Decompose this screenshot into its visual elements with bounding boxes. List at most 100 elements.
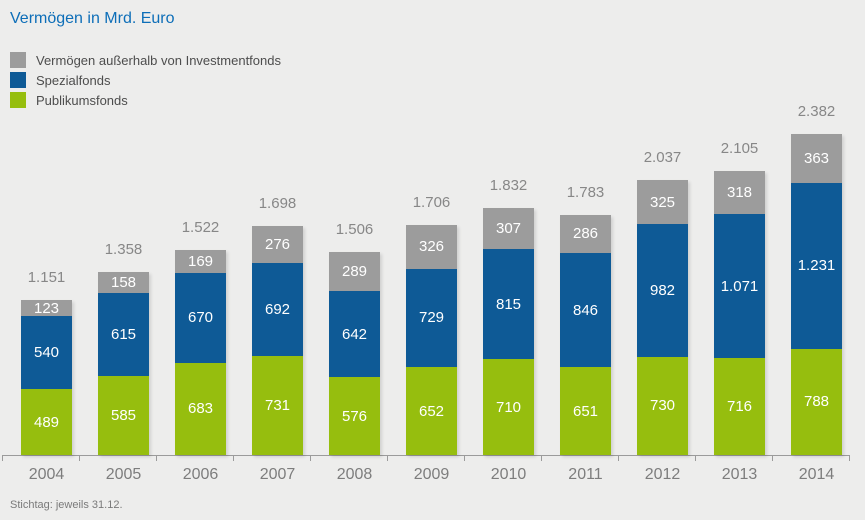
legend-item-publikumsfonds: Publikumsfonds [10,90,281,110]
bar-segment-publikumsfonds: 651 [560,367,611,455]
segment-value-label: 652 [418,402,445,420]
bar-stack: 286 846 651 [560,214,611,455]
bar-total-label: 2.105 [720,140,759,158]
x-axis-line [2,455,850,456]
x-axis-tick [695,455,696,461]
segment-value-label: 729 [418,309,445,327]
bar-segment-verm-gen-au-erhalb-von-investmentfonds: 363 [791,133,842,183]
bar-segment-verm-gen-au-erhalb-von-investmentfonds: 286 [560,214,611,254]
x-axis-tick [464,455,465,461]
bar-segment-spezialfonds: 846 [560,253,611,368]
segment-value-label: 846 [572,301,599,319]
segment-value-label: 730 [649,397,676,415]
bar-stack: 318 1.071 716 [714,171,765,455]
x-axis-label-2008: 2008 [336,466,373,483]
bar-segment-verm-gen-au-erhalb-von-investmentfonds: 318 [714,171,765,215]
bar-2007: 276 692 731 1.698 [252,195,303,455]
bar-stack: 363 1.231 788 [791,133,842,455]
x-axis-tick [772,455,773,461]
bar-2005: 158 615 585 1.358 [98,241,149,455]
x-axis-label-2013: 2013 [721,466,758,483]
segment-value-label: 1.071 [720,277,759,295]
bar-segment-spezialfonds: 982 [637,224,688,357]
legend-label: Publikumsfonds [36,92,128,108]
segment-value-label: 710 [495,398,522,416]
green-swatch-icon [10,92,26,108]
bar-stack: 307 815 710 [483,208,534,455]
bar-stack: 289 642 576 [329,251,380,455]
blue-swatch-icon [10,72,26,88]
x-axis-label-2005: 2005 [105,466,142,483]
bar-segment-publikumsfonds: 730 [637,356,688,455]
segment-value-label: 489 [33,413,60,431]
x-axis-tick [310,455,311,461]
segment-value-label: 576 [341,407,368,425]
bar-stack: 325 982 730 [637,180,688,455]
bar-segment-spezialfonds: 815 [483,249,534,360]
bar-total-label: 1.706 [412,193,451,211]
bar-segment-spezialfonds: 1.231 [791,182,842,349]
footnote: Stichtag: jeweils 31.12. [10,499,123,511]
bar-2006: 169 670 683 1.522 [175,219,226,455]
x-axis-tick [849,455,850,461]
x-axis-tick [2,455,3,461]
segment-value-label: 642 [341,325,368,343]
bar-2009: 326 729 652 1.706 [406,194,457,455]
segment-value-label: 307 [495,220,522,238]
x-axis-tick [541,455,542,461]
bar-total-label: 1.783 [566,183,605,201]
bar-segment-spezialfonds: 670 [175,272,226,363]
bar-segment-verm-gen-au-erhalb-von-investmentfonds: 325 [637,180,688,225]
segment-value-label: 815 [495,295,522,313]
bar-total-label: 1.522 [181,218,220,236]
bar-2012: 325 982 730 2.037 [637,149,688,455]
bar-segment-publikumsfonds: 652 [406,367,457,455]
x-axis-label-2004: 2004 [28,466,65,483]
x-axis-label-2011: 2011 [568,466,603,483]
segment-value-label: 363 [803,149,830,167]
segment-value-label: 276 [264,236,291,254]
segment-value-label: 670 [187,309,214,327]
bar-segment-verm-gen-au-erhalb-von-investmentfonds: 123 [21,299,72,317]
bar-2011: 286 846 651 1.783 [560,184,611,455]
bar-stack: 123 540 489 [21,299,72,455]
bar-segment-publikumsfonds: 585 [98,376,149,455]
segment-value-label: 651 [572,402,599,420]
segment-value-label: 615 [110,326,137,344]
legend-item-spezialfonds: Spezialfonds [10,70,281,90]
segment-value-label: 123 [33,299,60,317]
bar-segment-publikumsfonds: 489 [21,389,72,455]
segment-value-label: 169 [187,252,214,270]
segment-value-label: 326 [418,238,445,256]
bar-stack: 326 729 652 [406,224,457,455]
segment-value-label: 788 [803,393,830,411]
bar-total-label: 2.037 [643,149,682,167]
bar-segment-spezialfonds: 615 [98,293,149,377]
segment-value-label: 289 [341,262,368,280]
bar-segment-spezialfonds: 729 [406,268,457,368]
bar-segment-publikumsfonds: 716 [714,358,765,455]
legend: Vermögen außerhalb von Investmentfonds S… [10,50,281,110]
x-axis-tick [156,455,157,461]
bar-segment-publikumsfonds: 576 [329,377,380,455]
bar-segment-publikumsfonds: 683 [175,362,226,455]
gray-swatch-icon [10,52,26,68]
segment-value-label: 716 [726,398,753,416]
bar-stack: 169 670 683 [175,249,226,455]
x-axis-label-2010: 2010 [490,466,527,483]
x-axis-label-2012: 2012 [644,466,681,483]
bar-stack: 158 615 585 [98,271,149,455]
segment-value-label: 982 [649,281,676,299]
x-axis-tick [79,455,80,461]
bar-total-label: 1.832 [489,177,528,195]
bar-total-label: 1.698 [258,194,297,212]
segment-value-label: 158 [110,274,137,292]
bar-segment-spezialfonds: 692 [252,263,303,357]
bar-2014: 363 1.231 788 2.382 [791,103,842,455]
segment-value-label: 692 [264,301,291,319]
x-axis-tick [233,455,234,461]
bar-2010: 307 815 710 1.832 [483,177,534,455]
bar-total-label: 1.151 [27,268,66,286]
